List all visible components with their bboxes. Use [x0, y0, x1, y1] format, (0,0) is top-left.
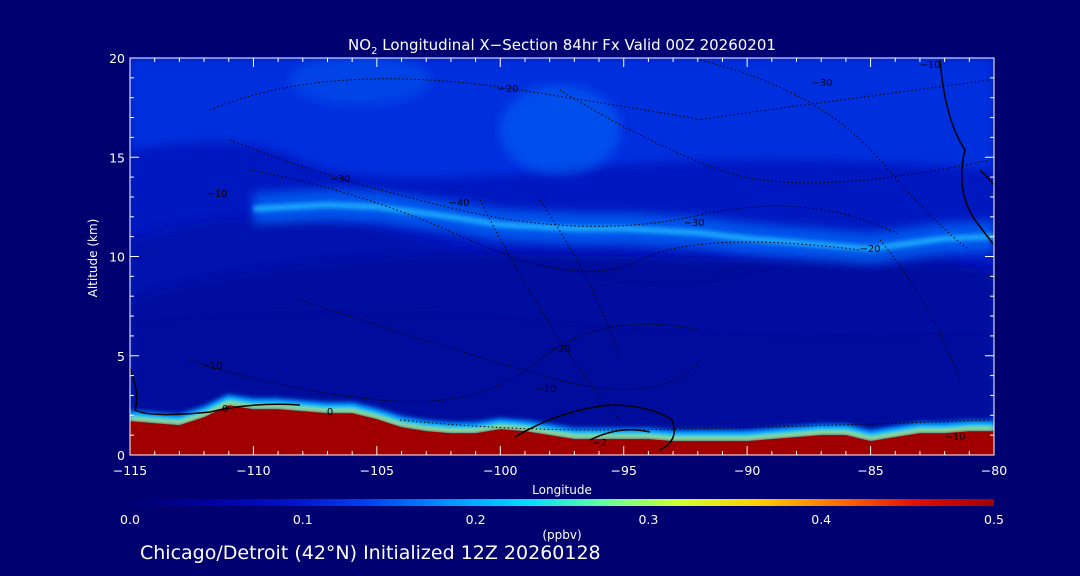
surface-halo-blue	[130, 394, 994, 439]
contour-line-dotted	[189, 323, 701, 403]
x-tick-label: −100	[483, 463, 517, 478]
contour-label: −10	[944, 432, 965, 443]
footer-caption: Chicago/Detroit (42°N) Initialized 12Z 2…	[140, 542, 601, 564]
upper-patch	[290, 58, 430, 105]
contour-line-dotted	[399, 419, 991, 431]
contour-label: −20	[497, 84, 518, 95]
y-tick-label: 15	[109, 150, 125, 165]
contour-line-dotted	[249, 169, 861, 272]
contour-label: 0	[222, 404, 228, 415]
y-tick-label: 0	[117, 448, 125, 463]
x-tick-label: −105	[360, 463, 394, 478]
x-tick-label: −80	[981, 463, 1007, 478]
y-tick-label: 20	[109, 51, 125, 66]
upper-patch	[500, 85, 620, 175]
colorbar-tick-label: 0.1	[293, 512, 313, 527]
y-tick-label: 5	[117, 349, 125, 364]
contour-label: −30	[683, 218, 704, 229]
surface-halo-yellow	[130, 401, 994, 441]
contour-line-dotted	[699, 59, 971, 251]
surface-halo-cyan	[130, 398, 994, 440]
colorbar-tick-label: 0.0	[120, 512, 140, 527]
contour-label: −20	[549, 344, 570, 355]
contour-line-solid	[514, 404, 675, 451]
upper-band-core	[253, 201, 994, 252]
x-tick-label: −110	[236, 463, 270, 478]
no2-field	[130, 58, 994, 455]
chart-title: NO2 Longitudinal X−Section 84hr Fx Valid…	[348, 36, 776, 57]
contour-line-dotted	[479, 199, 621, 421]
colorbar-tick-label: 0.3	[638, 512, 658, 527]
x-tick-label: −115	[113, 463, 147, 478]
colorbar-ramp	[130, 499, 994, 506]
contour-label: −2	[593, 438, 608, 449]
contour-label: −30	[329, 174, 350, 185]
contour-label: −30	[811, 78, 832, 89]
contour-line-solid	[979, 169, 994, 186]
contour-label: −10	[535, 384, 556, 395]
y-axis-label: Altitude (km)	[86, 219, 100, 298]
contour-label: 0	[327, 407, 333, 418]
contour-label: −10	[201, 361, 222, 372]
contour-line-dotted	[559, 89, 991, 184]
contour-label: −40	[448, 198, 469, 209]
x-tick-label: −85	[857, 463, 883, 478]
colorbar: 0.0 0.1 0.2 0.3 0.4 0.5 (ppbv)	[120, 499, 1004, 542]
colorbar-ticks: 0.0 0.1 0.2 0.3 0.4 0.5	[120, 512, 1004, 527]
surface-high-no2-layer	[130, 405, 994, 455]
contour-line-solid	[589, 429, 651, 441]
y-axis: 0 5 10 15 20	[109, 51, 994, 463]
contour-line-dotted	[539, 199, 621, 361]
contour-line-solid	[130, 367, 301, 416]
x-tick-label: −95	[611, 463, 637, 478]
contour-line-dotted	[209, 78, 991, 121]
contour-label: −20	[859, 244, 880, 255]
colorbar-tick-label: 0.2	[466, 512, 486, 527]
contour-line-solid	[939, 59, 994, 246]
colorbar-tick-label: 0.4	[811, 512, 831, 527]
plot-area: −20 −10 −30 −40 −30 −30 −20 −10 −20 −10 0 0 −2 −10 −10	[130, 58, 994, 455]
contour-label: −10	[206, 189, 227, 200]
x-axis-label: Longitude	[532, 483, 592, 497]
colorbar-tick-label: 0.5	[984, 512, 1004, 527]
dark-mid-region	[130, 217, 994, 334]
x-axis: −115 −110 −105 −100 −95 −90 −85 −80	[113, 58, 1007, 478]
colorbar-label: (ppbv)	[542, 528, 581, 542]
contour-label: −10	[919, 60, 940, 71]
temperature-contours: −20 −10 −30 −40 −30 −30 −20 −10 −20 −10 0 0 −2 −10 −10	[130, 59, 994, 451]
y-tick-label: 10	[109, 250, 125, 265]
x-tick-label: −90	[734, 463, 760, 478]
